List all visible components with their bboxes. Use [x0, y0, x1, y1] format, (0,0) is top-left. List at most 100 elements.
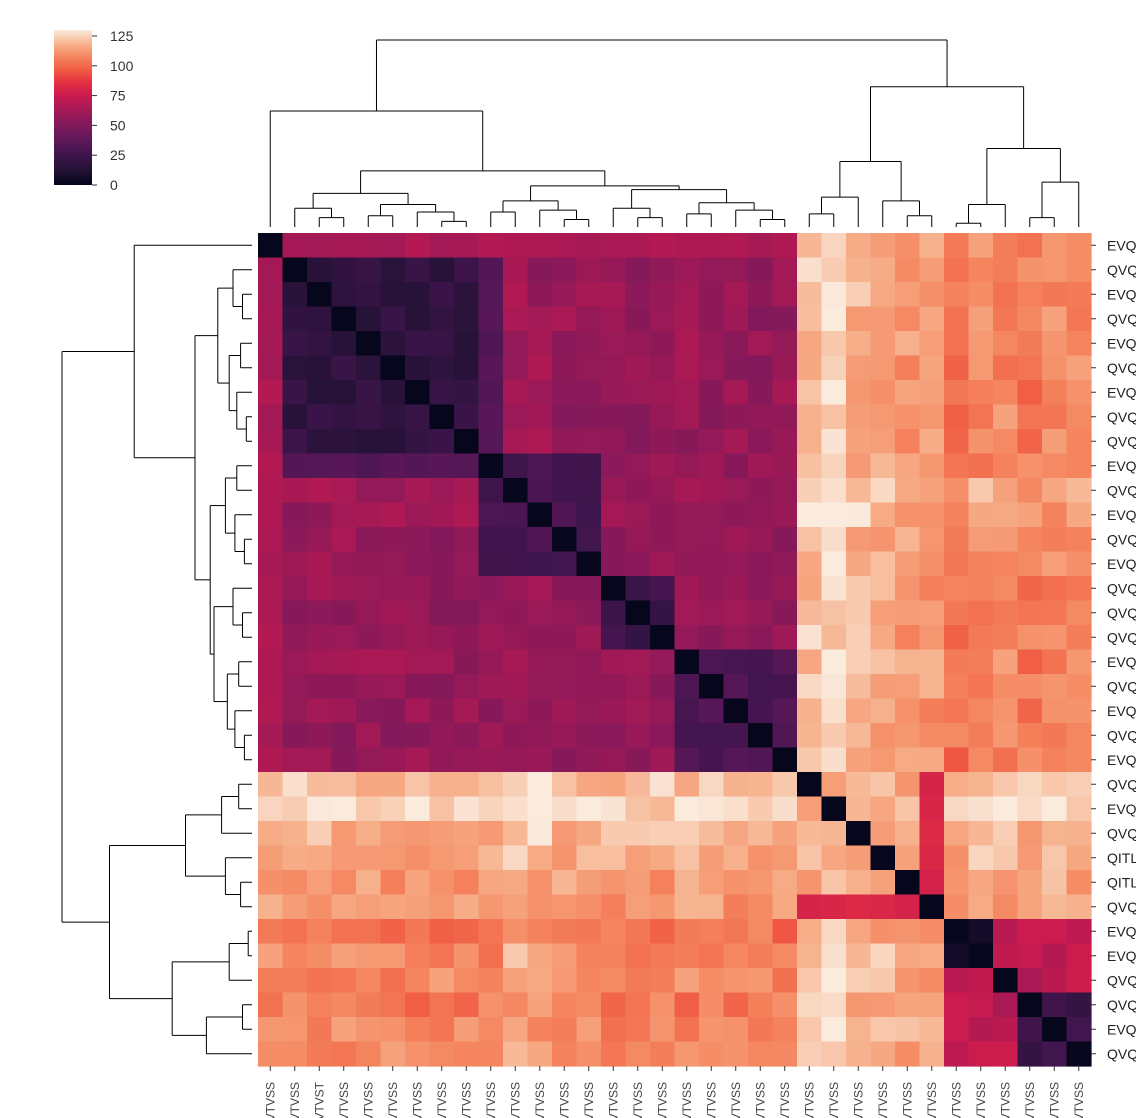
- heatmap-cell: [1017, 821, 1043, 847]
- heatmap-cell: [625, 380, 651, 406]
- heatmap-cell: [405, 502, 431, 528]
- colorbar: 0 25 50 75 100 125: [54, 28, 134, 193]
- column-label: GTLVTVSS: [974, 1082, 988, 1118]
- heatmap-cell: [601, 380, 627, 406]
- heatmap-cell: [405, 233, 431, 259]
- heatmap-cell: [674, 306, 700, 332]
- heatmap-cell: [650, 821, 676, 847]
- heatmap-cell: [576, 845, 602, 871]
- heatmap-cell: [748, 968, 774, 994]
- heatmap-cell: [772, 649, 798, 675]
- heatmap-cell: [870, 992, 896, 1018]
- heatmap-cell: [748, 478, 774, 504]
- heatmap-cell: [993, 649, 1019, 675]
- heatmap-cell: [380, 404, 406, 430]
- heatmap-cell: [331, 453, 357, 479]
- heatmap-cell: [968, 943, 994, 969]
- row-label: QVQL: [1107, 580, 1136, 596]
- heatmap-cell: [772, 821, 798, 847]
- heatmap-cell: [944, 257, 970, 283]
- heatmap-cell: [674, 796, 700, 822]
- heatmap-cell: [307, 1017, 333, 1043]
- heatmap-cell: [748, 943, 774, 969]
- heatmap-cell: [576, 919, 602, 945]
- heatmap-cell: [552, 698, 578, 724]
- colorbar-tick-label: 100: [110, 58, 134, 74]
- heatmap-cell: [625, 551, 651, 577]
- heatmap-cell: [454, 1017, 480, 1043]
- heatmap-cell: [380, 870, 406, 896]
- heatmap-cell: [454, 674, 480, 700]
- heatmap-cell: [307, 527, 333, 553]
- heatmap-cell: [968, 870, 994, 896]
- heatmap-cell: [429, 355, 455, 381]
- row-label: QITLK: [1107, 850, 1136, 866]
- heatmap-cell: [282, 429, 308, 455]
- heatmap-cell: [797, 576, 823, 602]
- heatmap-cell: [552, 919, 578, 945]
- heatmap-cell: [650, 919, 676, 945]
- row-label: EVQLV: [1107, 654, 1136, 670]
- heatmap-cell: [944, 772, 970, 798]
- heatmap-cell: [993, 919, 1019, 945]
- heatmap-cell: [405, 698, 431, 724]
- heatmap-cell: [478, 527, 504, 553]
- heatmap-cell: [723, 674, 749, 700]
- heatmap-cell: [307, 992, 333, 1018]
- heatmap-cell: [282, 576, 308, 602]
- heatmap-cell: [1017, 576, 1043, 602]
- heatmap-cell: [478, 1017, 504, 1043]
- heatmap-cell: [429, 527, 455, 553]
- heatmap-cell: [356, 747, 382, 773]
- heatmap-cell: [429, 968, 455, 994]
- heatmap-cell: [723, 870, 749, 896]
- heatmap-cell: [1042, 478, 1068, 504]
- heatmap-cell: [331, 502, 357, 528]
- heatmap-cell: [601, 894, 627, 920]
- heatmap-cell: [1066, 233, 1092, 259]
- heatmap-cell: [821, 943, 847, 969]
- heatmap-cell: [797, 747, 823, 773]
- heatmap-cell: [601, 453, 627, 479]
- heatmap-cell: [552, 478, 578, 504]
- heatmap-cell: [723, 429, 749, 455]
- heatmap-cell: [968, 331, 994, 357]
- heatmap-cell: [625, 747, 651, 773]
- heatmap-cell: [454, 649, 480, 675]
- heatmap-cell: [1042, 796, 1068, 822]
- heatmap-cell: [552, 331, 578, 357]
- heatmap-cell: [478, 1041, 504, 1067]
- heatmap-cell: [429, 233, 455, 259]
- heatmap-cell: [503, 968, 529, 994]
- heatmap-cell: [797, 894, 823, 920]
- heatmap-cell: [625, 698, 651, 724]
- heatmap-cell: [576, 429, 602, 455]
- heatmap-cell: [797, 772, 823, 798]
- heatmap-cell: [380, 772, 406, 798]
- heatmap-cell: [576, 894, 602, 920]
- heatmap-cell: [748, 992, 774, 1018]
- heatmap-cell: [380, 919, 406, 945]
- heatmap-cell: [895, 600, 921, 626]
- row-label: QVQLV: [1107, 482, 1136, 498]
- heatmap-cell: [380, 968, 406, 994]
- heatmap-cell: [356, 502, 382, 528]
- heatmap-cell: [944, 625, 970, 651]
- heatmap-cell: [258, 306, 284, 332]
- heatmap-cell: [429, 870, 455, 896]
- heatmap-cell: [699, 919, 725, 945]
- heatmap-cell: [772, 355, 798, 381]
- heatmap-cell: [1042, 968, 1068, 994]
- heatmap-cell: [674, 870, 700, 896]
- heatmap-cell: [1042, 625, 1068, 651]
- heatmap-cell: [380, 282, 406, 308]
- heatmap-cell: [576, 747, 602, 773]
- column-labels: GTLVTVSS GTLVTVSS GTLVTVST TLVTVSS STLVTVSS S…: [263, 1066, 1086, 1118]
- heatmap-cell: [478, 282, 504, 308]
- heatmap-cell: [1017, 551, 1043, 577]
- heatmap-cell: [895, 894, 921, 920]
- heatmap-cell: [576, 600, 602, 626]
- heatmap-cell: [699, 796, 725, 822]
- row-label: QVQL: [1107, 605, 1136, 621]
- heatmap-cell: [846, 747, 872, 773]
